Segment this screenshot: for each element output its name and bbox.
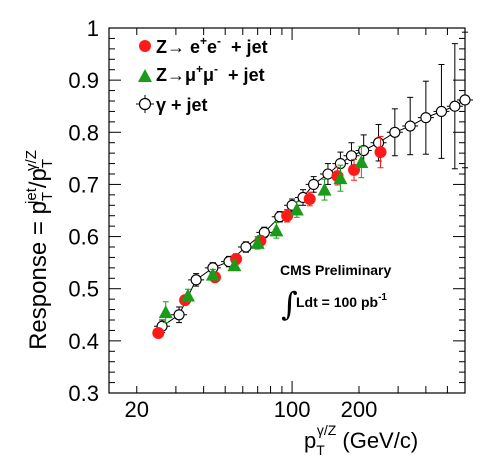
legend-label-zee: Z→ e+e- + jet bbox=[156, 34, 268, 57]
fit-curve bbox=[161, 99, 466, 327]
data-point bbox=[180, 288, 195, 302]
data-point bbox=[358, 144, 370, 157]
y-axis-title-sup2: γ/Z bbox=[23, 150, 40, 171]
data-point bbox=[173, 309, 185, 321]
y-axis-title-sup1: jet bbox=[23, 187, 40, 205]
data-point bbox=[373, 137, 385, 149]
y-axis-title-prefix: Response = p bbox=[25, 201, 52, 350]
x-tick-label: 20 bbox=[125, 397, 149, 422]
data-point bbox=[240, 241, 252, 253]
data-point bbox=[449, 100, 461, 112]
x-tick-label: 100 bbox=[274, 397, 311, 422]
tick-label-layer: 0.3 0.4 0.5 0.6 0.7 0.8 0.9 1 20 100 200 bbox=[68, 16, 377, 422]
legend-entry-zmumu: Z→μ+μ- + jet bbox=[138, 62, 265, 85]
y-tick-label: 0.4 bbox=[68, 329, 99, 354]
data-point bbox=[317, 182, 332, 196]
legend-marker-gamma bbox=[138, 97, 152, 111]
data-point bbox=[420, 112, 432, 124]
y-tick-label: 1 bbox=[87, 16, 99, 41]
x-axis-title-sup: γ/Z bbox=[317, 422, 337, 438]
data-point bbox=[333, 171, 348, 185]
legend-entry-zee: Z→ e+e- + jet bbox=[139, 34, 268, 57]
plot-frame bbox=[108, 27, 466, 394]
data-point bbox=[404, 120, 416, 132]
data-point bbox=[152, 327, 165, 340]
legend-label-gamma: γ + jet bbox=[156, 95, 208, 115]
data-point bbox=[345, 150, 358, 162]
y-tick-label: 0.9 bbox=[68, 68, 99, 93]
legend-marker-zee bbox=[139, 40, 151, 52]
data-point bbox=[303, 193, 316, 206]
data-point bbox=[308, 178, 320, 190]
y-axis-title-sub2: T bbox=[39, 159, 56, 168]
data-point bbox=[289, 202, 304, 216]
data-point bbox=[374, 146, 387, 159]
y-tick-label: 0.7 bbox=[68, 172, 99, 197]
series-layer bbox=[152, 31, 473, 340]
x-axis-title-sub: T bbox=[316, 442, 325, 458]
fit-curve-layer bbox=[161, 99, 466, 327]
legend-entry-gamma: γ + jet bbox=[136, 95, 208, 115]
data-point bbox=[250, 235, 265, 249]
data-point bbox=[435, 105, 447, 117]
data-point bbox=[281, 209, 294, 222]
data-point bbox=[354, 155, 369, 169]
data-point bbox=[322, 168, 334, 180]
y-axis-title-mid: /p bbox=[25, 168, 52, 188]
y-axis-title: Response = pTjet/pTγ/Z bbox=[23, 150, 56, 350]
y-tick-label: 0.8 bbox=[68, 120, 99, 145]
integral-symbol: ∫ bbox=[281, 285, 298, 323]
x-tick-label: 200 bbox=[341, 397, 378, 422]
data-point bbox=[459, 94, 471, 106]
y-tick-label: 0.6 bbox=[68, 225, 99, 250]
y-tick-label: 0.3 bbox=[68, 381, 99, 406]
x-axis-title: pTγ/Z (GeV/c) bbox=[304, 422, 418, 458]
legend: Z→ e+e- + jet Z→μ+μ- + jet γ + jet bbox=[136, 34, 268, 115]
data-point bbox=[227, 258, 242, 272]
data-point bbox=[190, 274, 202, 286]
cms-annotation: CMS Preliminary ∫ Ldt = 100 pb-1 bbox=[280, 262, 391, 323]
data-point bbox=[205, 267, 220, 281]
legend-label-zmumu: Z→μ+μ- + jet bbox=[156, 62, 265, 85]
y-tick-label: 0.5 bbox=[68, 277, 99, 302]
lumi-text: Ldt = 100 pb-1 bbox=[296, 292, 387, 310]
data-point bbox=[269, 223, 284, 237]
series-gamma bbox=[154, 31, 473, 334]
data-point bbox=[158, 305, 173, 319]
cms-title: CMS Preliminary bbox=[280, 262, 391, 278]
x-axis-title-main: p bbox=[304, 428, 316, 453]
legend-marker-zmumu bbox=[138, 69, 152, 82]
y-axis-title-sub1: T bbox=[39, 192, 56, 201]
x-axis-title-unit: (GeV/c) bbox=[336, 428, 418, 453]
axes-layer bbox=[108, 27, 466, 394]
series-zmumu bbox=[158, 145, 369, 324]
data-point bbox=[389, 126, 401, 138]
